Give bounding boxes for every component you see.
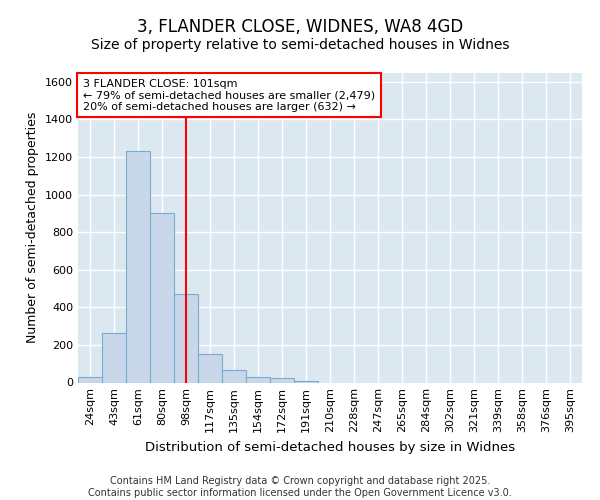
Bar [150, 214, 174, 382]
Bar [174, 294, 198, 382]
Bar [294, 380, 318, 382]
Text: Size of property relative to semi-detached houses in Widnes: Size of property relative to semi-detach… [91, 38, 509, 52]
Text: 3 FLANDER CLOSE: 101sqm
← 79% of semi-detached houses are smaller (2,479)
20% of: 3 FLANDER CLOSE: 101sqm ← 79% of semi-de… [83, 78, 375, 112]
Bar [126, 152, 150, 382]
Text: 3, FLANDER CLOSE, WIDNES, WA8 4GD: 3, FLANDER CLOSE, WIDNES, WA8 4GD [137, 18, 463, 36]
Bar [246, 377, 270, 382]
Bar [78, 378, 102, 382]
Text: Contains HM Land Registry data © Crown copyright and database right 2025.
Contai: Contains HM Land Registry data © Crown c… [88, 476, 512, 498]
X-axis label: Distribution of semi-detached houses by size in Widnes: Distribution of semi-detached houses by … [145, 441, 515, 454]
Bar [102, 332, 126, 382]
Bar [222, 370, 246, 382]
Bar [198, 354, 222, 382]
Bar [270, 378, 294, 382]
Y-axis label: Number of semi-detached properties: Number of semi-detached properties [26, 112, 40, 343]
